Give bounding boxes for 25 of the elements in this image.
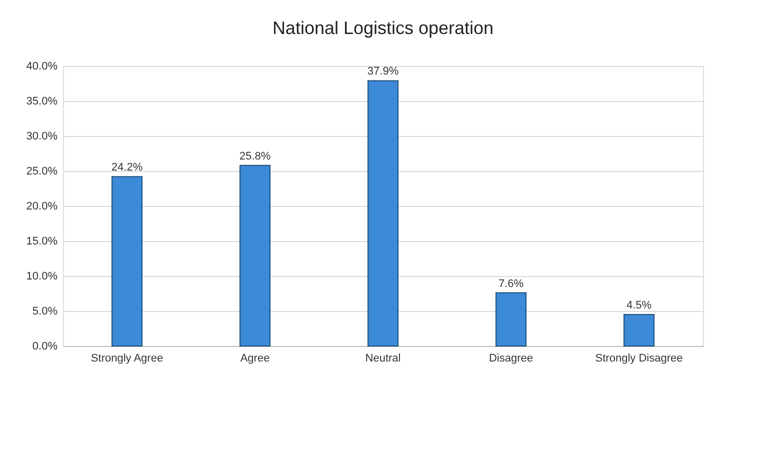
data-label: 37.9% bbox=[367, 66, 399, 78]
y-tick-label: 10.0% bbox=[26, 270, 58, 282]
x-tick-label: Neutral bbox=[365, 352, 401, 364]
y-tick-label: 20.0% bbox=[26, 200, 58, 212]
x-tick-label: Strongly Agree bbox=[90, 352, 164, 364]
y-tick-label: 5.0% bbox=[32, 306, 58, 318]
bar bbox=[624, 314, 654, 346]
x-tick-label: Strongly Disagree bbox=[595, 352, 683, 364]
bar bbox=[112, 176, 142, 346]
chart-title: National Logistics operation bbox=[272, 18, 494, 38]
data-label: 4.5% bbox=[626, 300, 652, 312]
bar bbox=[496, 292, 526, 346]
y-tick-label: 35.0% bbox=[26, 96, 58, 108]
bar bbox=[368, 80, 398, 346]
y-tick-label: 25.0% bbox=[26, 166, 58, 178]
y-tick-label: 40.0% bbox=[26, 60, 58, 72]
y-tick-label: 30.0% bbox=[26, 130, 58, 142]
data-label: 25.8% bbox=[239, 150, 271, 162]
bar bbox=[240, 164, 270, 346]
x-tick-label: Disagree bbox=[488, 352, 534, 364]
data-label: 7.6% bbox=[498, 278, 524, 290]
data-label: 24.2% bbox=[111, 162, 143, 174]
y-tick-label: 15.0% bbox=[26, 236, 58, 248]
x-tick-label: Agree bbox=[240, 352, 270, 364]
y-tick-label: 0.0% bbox=[32, 340, 58, 352]
